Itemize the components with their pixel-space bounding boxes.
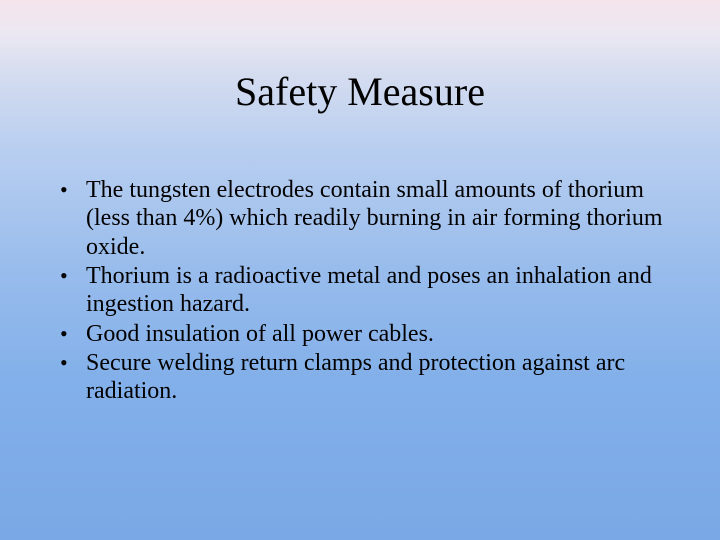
slide-title: Safety Measure	[0, 68, 720, 115]
bullet-item: Secure welding return clamps and protect…	[58, 349, 664, 406]
bullet-item: Good insulation of all power cables.	[58, 320, 664, 348]
bullet-item: The tungsten electrodes contain small am…	[58, 176, 664, 261]
slide: Safety Measure The tungsten electrodes c…	[0, 0, 720, 540]
slide-body: The tungsten electrodes contain small am…	[58, 176, 664, 407]
bullet-list: The tungsten electrodes contain small am…	[58, 176, 664, 406]
bullet-item: Thorium is a radioactive metal and poses…	[58, 262, 664, 319]
